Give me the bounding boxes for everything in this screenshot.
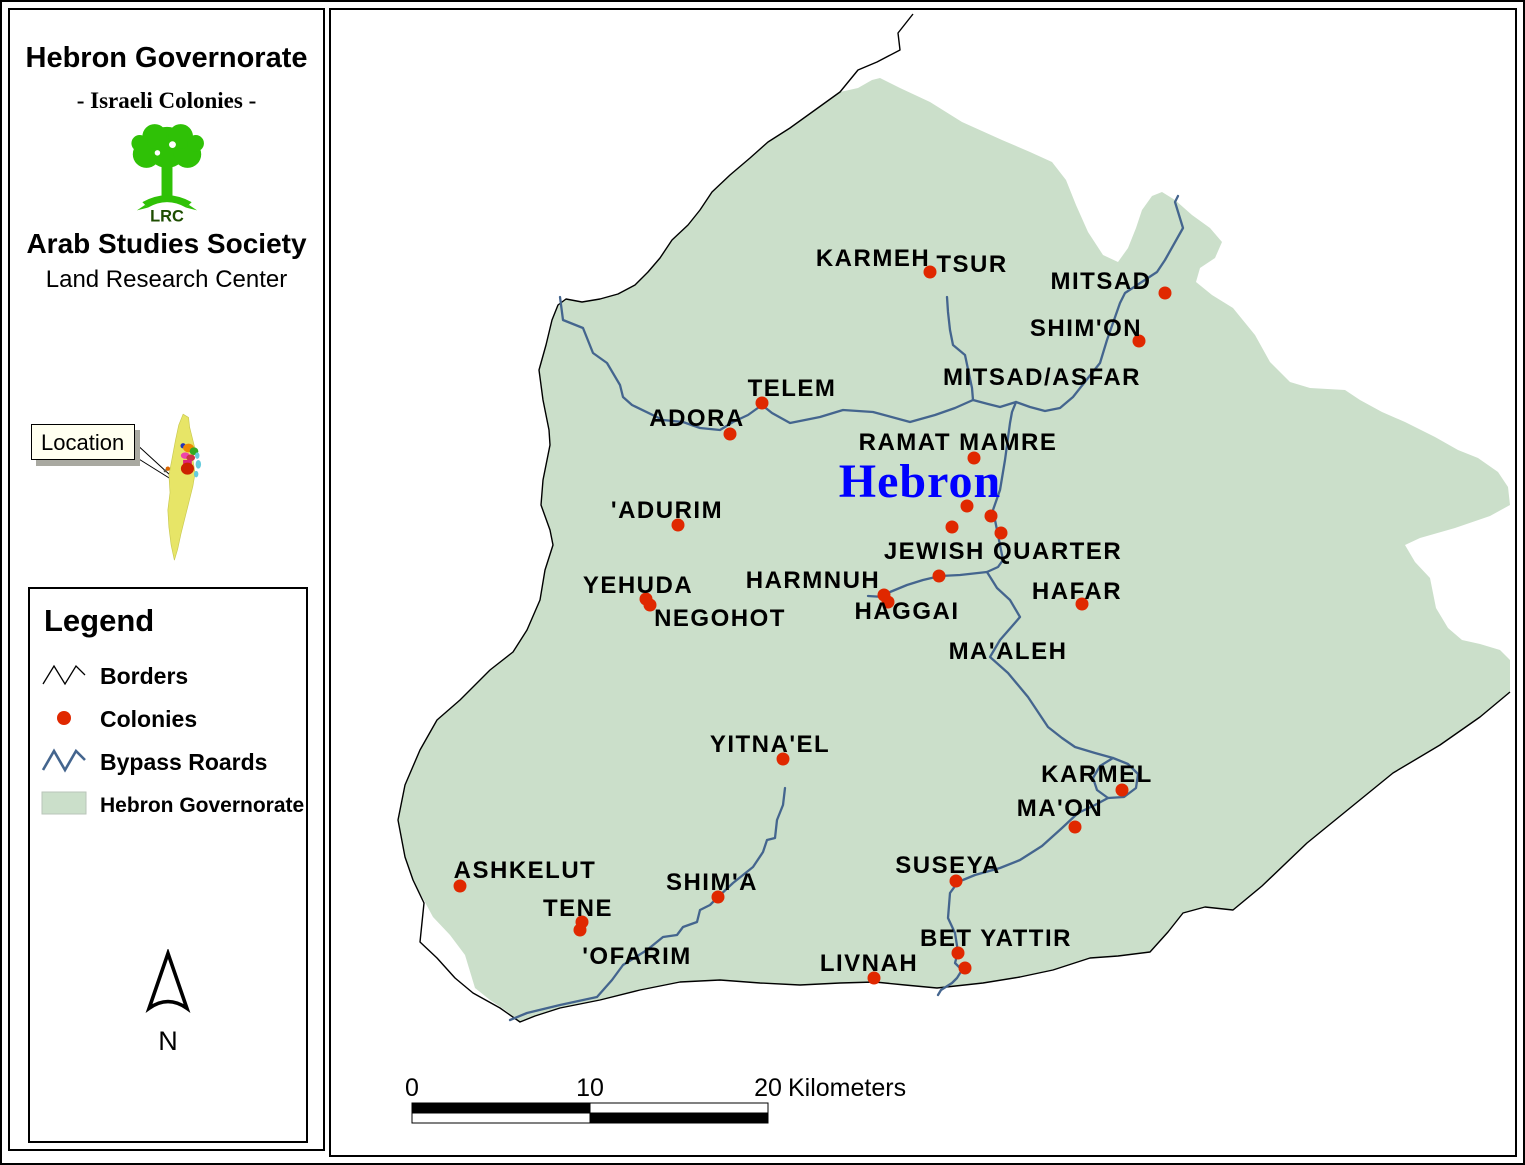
location-inset: Location — [10, 410, 323, 580]
road-south — [936, 796, 1110, 997]
scalebar-tick-label: 0 — [405, 1074, 419, 1102]
location-label: Location — [31, 424, 135, 460]
city-label-hebron: Hebron — [839, 455, 1001, 508]
legend-item-label: Borders — [100, 663, 189, 689]
scalebar-tick-label: 20 — [754, 1074, 782, 1102]
road-southwest — [508, 786, 787, 1022]
legend-item-label: Colonies — [100, 706, 198, 732]
colony-dot — [1075, 597, 1089, 611]
colony-dot — [945, 520, 959, 534]
legend-heading: Legend — [44, 603, 155, 638]
map-canvas: KARMEH TSUR MITSAD SHIM'ON MITSAD/ASFAR TELEM… — [397, 13, 1511, 1124]
place-label: YEHUDA — [583, 572, 693, 599]
lrc-tree-logo: LRC — [10, 120, 323, 229]
colony-dot — [723, 427, 737, 441]
scalebar-segment — [589, 1112, 769, 1124]
scalebar-segment — [411, 1112, 591, 1124]
north-letter: N — [158, 1026, 178, 1056]
place-label: NEGOHOT — [654, 605, 786, 632]
legend-swatch-colonies-icon — [40, 702, 88, 737]
colony-dot — [967, 451, 981, 465]
place-label: MITSAD/ASFAR — [943, 364, 1141, 391]
scalebar-unit-label: Kilometers — [788, 1074, 906, 1102]
scalebar-tick-label: 10 — [576, 1074, 604, 1102]
legend-item-label: Bypass Roards — [100, 749, 268, 775]
place-label: SUSEYA — [895, 852, 1001, 879]
colony-dot — [1158, 286, 1172, 300]
place-label: KARMEH — [816, 245, 930, 272]
place-label: HAFAR — [1032, 578, 1122, 605]
israel-minimap — [163, 413, 202, 561]
legend-item-governorate: Hebron Governorate — [40, 788, 306, 823]
colony-dot — [671, 518, 685, 532]
legend-swatch-governorate-icon — [40, 788, 88, 823]
colony-dot — [958, 961, 972, 975]
place-label: SHIM'A — [666, 869, 758, 896]
colony-dot — [1132, 334, 1146, 348]
place-label: HAGGAI — [855, 598, 960, 625]
colony-dot — [711, 890, 725, 904]
colony-dot — [960, 499, 974, 513]
place-label: 'ADURIM — [611, 497, 723, 524]
tree-icon: LRC — [130, 124, 204, 225]
place-label: MA'ON — [1017, 795, 1104, 822]
colony-dot — [643, 598, 657, 612]
sidebar: Hebron Governorate - Israeli Colonies - — [8, 8, 325, 1151]
colony-dot — [755, 396, 769, 410]
colony-dot — [881, 595, 895, 609]
colony-dot — [923, 265, 937, 279]
place-label: 'OFARIM — [582, 943, 692, 970]
colony-dot — [573, 923, 587, 937]
place-label: TENE — [543, 895, 613, 922]
governorate-area — [398, 78, 1510, 1022]
legend-item-label: Hebron Governorate — [100, 793, 305, 817]
legend-items: Borders Colonies Bypass Roards Hebron Gover… — [30, 659, 306, 823]
legend-item-bypass: Bypass Roards — [40, 745, 306, 780]
place-label: TELEM — [748, 375, 837, 402]
place-label: ASHKELUT — [454, 857, 597, 884]
place-label: SHIM'ON — [1030, 315, 1142, 342]
colony-dot — [1068, 820, 1082, 834]
org-subname: Land Research Center — [45, 266, 288, 293]
org-name: Arab Studies Society — [26, 228, 307, 259]
colony-dot — [932, 569, 946, 583]
colony-dot — [453, 879, 467, 893]
map-subtitle: - Israeli Colonies - — [76, 88, 257, 113]
road-tsur-spur — [945, 295, 975, 402]
north-arrow: N — [30, 947, 306, 1057]
scalebar-segment — [411, 1102, 591, 1114]
colony-dot — [776, 752, 790, 766]
road-northeast — [971, 194, 1185, 413]
colony-dot — [984, 509, 998, 523]
place-label: KARMEL — [1041, 761, 1153, 788]
colony-dot — [949, 874, 963, 888]
place-label: MITSAD — [1051, 268, 1152, 295]
place-label: ADORA — [649, 405, 745, 432]
legend-swatch-borders-icon — [40, 659, 88, 694]
colony-dot — [994, 526, 1008, 540]
place-label: MA'ALEH — [949, 638, 1068, 665]
legend-item-colonies: Colonies — [40, 702, 306, 737]
road-west-telem — [558, 295, 975, 432]
colony-dot — [1115, 783, 1129, 797]
logo-lrc-label: LRC — [150, 207, 184, 224]
legend-swatch-bypass-icon — [40, 745, 88, 780]
legend: Legend Borders Colonies Bypass Roards Hebro… — [28, 587, 308, 1143]
north-arrow-icon — [145, 947, 191, 1014]
place-label: TSUR — [936, 251, 1007, 278]
border-line — [397, 13, 1511, 1023]
place-label: HARMNUH — [746, 567, 880, 594]
colony-dot — [951, 946, 965, 960]
colony-dot — [867, 971, 881, 985]
place-label: RAMAT MAMRE — [859, 429, 1058, 456]
place-label: BET YATTIR — [920, 925, 1072, 952]
map-title: Hebron Governorate — [25, 42, 308, 74]
map-frame: KARMEH TSUR MITSAD SHIM'ON MITSAD/ASFAR TELEM… — [329, 8, 1517, 1157]
place-label: JEWISH QUARTER — [884, 538, 1122, 565]
place-label: LIVNAH — [820, 950, 918, 977]
legend-item-borders: Borders — [40, 659, 306, 694]
scalebar-segment — [589, 1102, 769, 1114]
place-label: YITNA'EL — [710, 731, 830, 758]
